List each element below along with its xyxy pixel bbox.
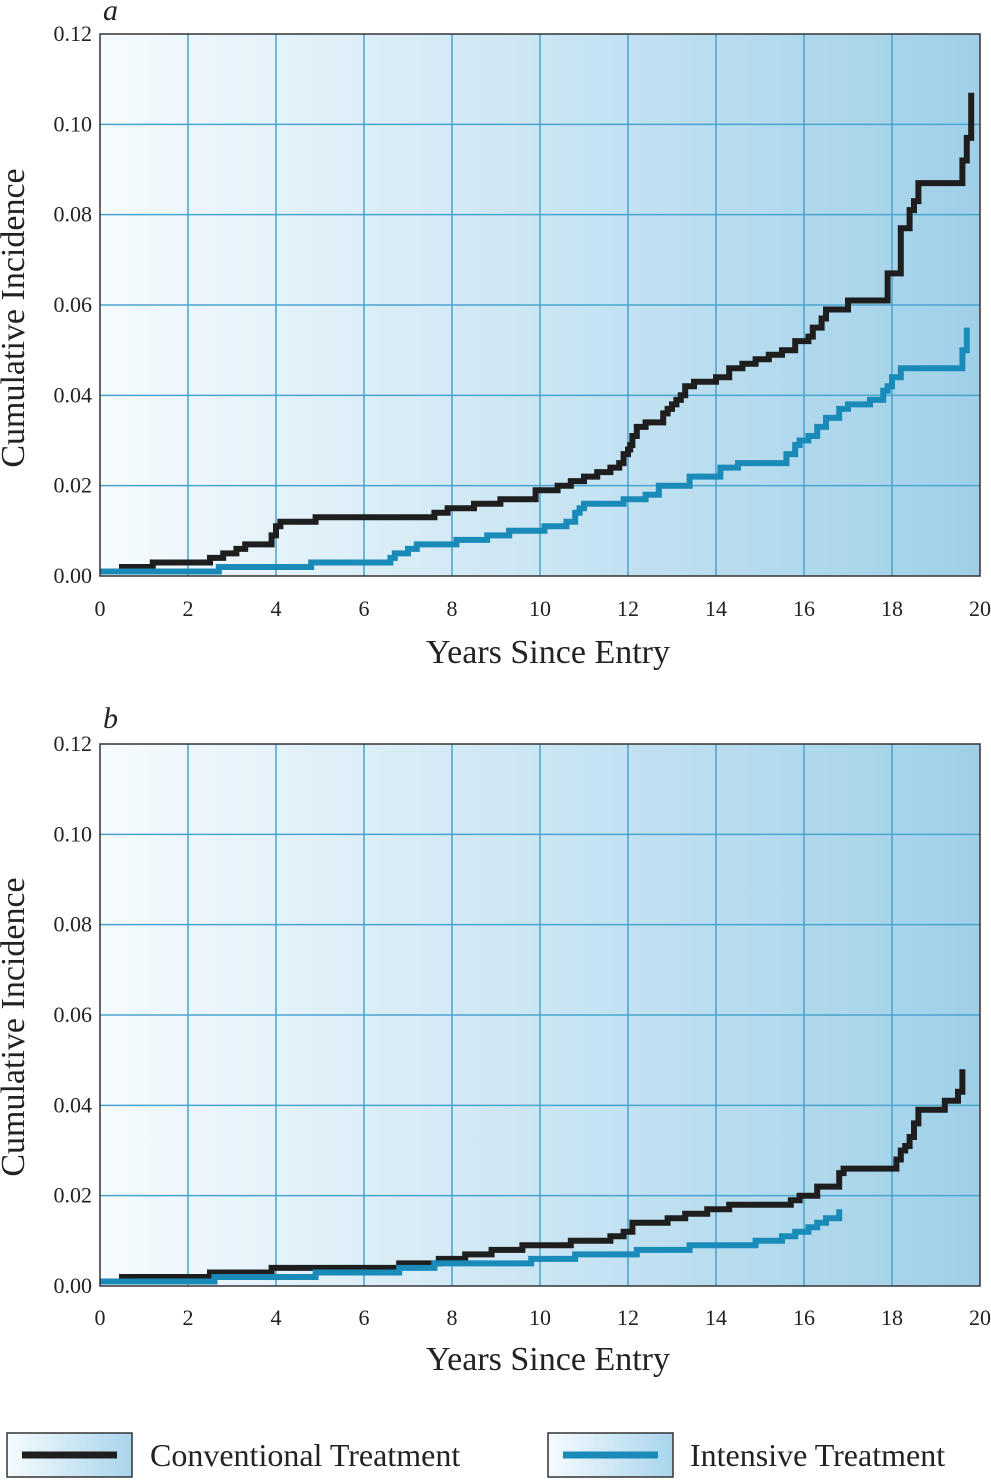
y-ticks-b: 0.00 0.02 0.04 0.06 0.08 0.10 0.12 — [54, 731, 93, 1298]
grid-a — [100, 34, 980, 576]
legend-item-conventional: Conventional Treatment — [6, 1432, 460, 1478]
frame-b — [99, 743, 981, 1287]
series-line-conventional — [100, 1069, 966, 1285]
legend: Conventional Treatment Intensive Treatme… — [6, 1432, 945, 1478]
x-tick-label: 4 — [271, 596, 282, 621]
x-tick-label: 14 — [705, 596, 727, 621]
x-tick-label: 8 — [447, 1305, 458, 1330]
x-tick-label: 6 — [359, 596, 370, 621]
y-tick-label: 0.02 — [54, 1183, 93, 1208]
x-tick-label: 12 — [617, 1305, 639, 1330]
y-tick-label: 0.12 — [54, 731, 93, 756]
y-axis-title-a: Cumulative Incidence — [0, 168, 32, 467]
y-tick-label: 0.00 — [54, 1273, 93, 1298]
x-tick-label: 20 — [969, 1305, 991, 1330]
legend-label-conventional: Conventional Treatment — [150, 1437, 460, 1473]
x-axis-title-b: Years Since Entry — [426, 1341, 670, 1378]
series-line-conventional — [100, 92, 975, 575]
x-tick-label: 10 — [529, 596, 551, 621]
x-axis-title-a: Years Since Entry — [426, 634, 670, 671]
y-tick-label: 0.06 — [54, 1002, 93, 1027]
y-tick-label: 0.04 — [54, 1092, 93, 1117]
x-tick-label: 16 — [793, 1305, 815, 1330]
y-tick-label: 0.04 — [54, 382, 93, 407]
y-tick-label: 0.12 — [54, 21, 93, 46]
y-tick-label: 0.06 — [54, 292, 93, 317]
y-ticks-a: 0.00 0.02 0.04 0.06 0.08 0.10 0.12 — [54, 21, 93, 588]
x-tick-label: 12 — [617, 596, 639, 621]
y-tick-label: 0.02 — [54, 473, 93, 498]
x-tick-label: 8 — [447, 596, 458, 621]
y-tick-label: 0.00 — [54, 563, 93, 588]
y-tick-label: 0.10 — [54, 111, 93, 136]
x-tick-label: 18 — [881, 596, 903, 621]
x-ticks-b: 0 2 4 6 8 10 12 14 16 18 20 — [95, 1305, 991, 1330]
grid-b — [100, 744, 980, 1286]
series-line-intensive — [100, 327, 970, 575]
frame-a — [99, 33, 981, 577]
panel-label-b: b — [103, 702, 118, 735]
y-tick-label: 0.10 — [54, 821, 93, 846]
panel-a: 0.00 0.02 0.04 0.06 0.08 0.10 0.12 0 2 4 6 8 10 12 14… — [0, 0, 991, 671]
x-tick-label: 2 — [183, 596, 194, 621]
x-tick-label: 6 — [359, 1305, 370, 1330]
x-tick-label: 0 — [95, 596, 106, 621]
y-axis-title-b: Cumulative Incidence — [0, 877, 32, 1176]
x-tick-label: 10 — [529, 1305, 551, 1330]
x-tick-label: 2 — [183, 1305, 194, 1330]
y-tick-label: 0.08 — [54, 912, 93, 937]
series-layer-a — [100, 92, 975, 575]
legend-label-intensive: Intensive Treatment — [690, 1437, 945, 1473]
legend-item-intensive: Intensive Treatment — [547, 1432, 945, 1478]
x-tick-label: 18 — [881, 1305, 903, 1330]
y-tick-label: 0.08 — [54, 202, 93, 227]
x-tick-label: 0 — [95, 1305, 106, 1330]
series-layer-b — [100, 1069, 966, 1285]
x-tick-label: 20 — [969, 596, 991, 621]
x-tick-label: 4 — [271, 1305, 282, 1330]
x-tick-label: 16 — [793, 596, 815, 621]
panel-label-a: a — [103, 0, 118, 27]
series-line-intensive — [100, 1209, 843, 1285]
x-ticks-a: 0 2 4 6 8 10 12 14 16 18 20 — [95, 596, 991, 621]
x-tick-label: 14 — [705, 1305, 727, 1330]
panel-b: 0.00 0.02 0.04 0.06 0.08 0.10 0.12 0 2 4 6 8 10 12 14… — [0, 702, 991, 1378]
